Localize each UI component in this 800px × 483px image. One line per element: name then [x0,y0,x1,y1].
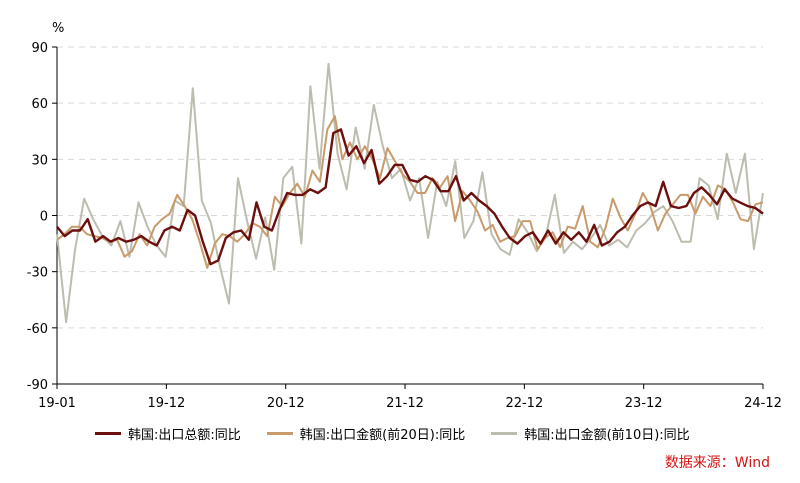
legend-swatch [266,432,293,435]
x-tick-label: 22-12 [505,396,543,411]
x-tick-label: 19-01 [38,396,76,411]
x-tick-label: 20-12 [267,396,305,411]
legend-item: 韩国:出口总额:同比 [95,424,241,443]
legend-label: 韩国:出口总额:同比 [128,428,241,443]
legend: 韩国:出口总额:同比 韩国:出口金额(前20日):同比 韩国:出口金额(前10日):… [95,424,690,443]
y-tick-label: -30 [27,266,48,281]
series-line-3 [56,62,764,324]
legend-swatch [95,432,121,435]
grid [57,46,763,329]
x-tick-label: 19-12 [147,396,185,411]
source-note: 数据来源：Wind [664,455,770,471]
y-tick-label: 90 [31,41,48,56]
y-tick-label: 60 [31,97,48,112]
x-tick-label: 23-12 [625,396,663,411]
y-tick-label: 30 [31,153,48,168]
x-axis: 19-01 19-12 20-12 21-12 22-12 23-12 24-12 [38,383,782,411]
series-layer [56,62,764,324]
x-tick-label: 24-12 [744,396,782,411]
y-axis: 90 60 30 0 -30 -60 -90 [27,41,58,393]
legend-item: 韩国:出口金额(前10日):同比 [491,424,690,443]
series-line-2 [56,115,764,269]
y-tick-label: -90 [27,378,48,393]
legend-item: 韩国:出口金额(前20日):同比 [266,424,466,443]
y-tick-label: -60 [27,322,48,337]
y-unit-label: % [52,21,64,36]
x-tick-label: 21-12 [386,396,424,411]
legend-label: 韩国:出口金额(前10日):同比 [524,428,690,443]
legend-swatch [491,432,518,435]
legend-label: 韩国:出口金额(前20日):同比 [299,428,466,443]
series-line-1 [56,128,764,266]
y-tick-label: 0 [40,210,48,225]
